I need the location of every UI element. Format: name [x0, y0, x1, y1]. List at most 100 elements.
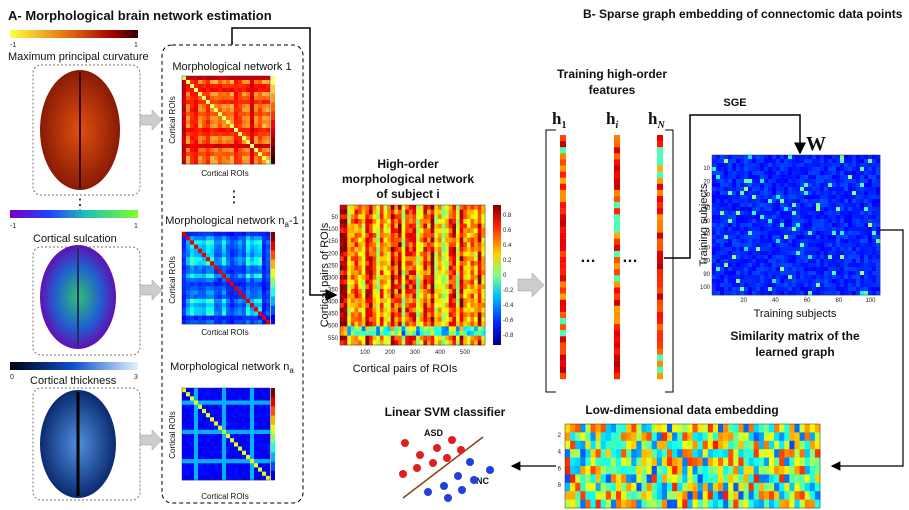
heatmap-cell [218, 76, 222, 80]
heatmap-cell [250, 257, 254, 261]
heatmap-cell [820, 163, 824, 167]
heatmap-cell [420, 219, 424, 224]
heatmap-cell [194, 295, 198, 299]
heatmap-cell [844, 287, 848, 291]
heatmap-cell [190, 388, 194, 392]
heatmap-cell [852, 239, 856, 243]
heatmap-cell [768, 179, 772, 183]
heatmap-cell [258, 160, 262, 164]
heatmap-cell [380, 224, 384, 229]
heatmap-cell [340, 284, 344, 289]
heatmap-cell [703, 424, 708, 433]
heatmap-cell [788, 207, 792, 211]
heatmap-cell [876, 255, 880, 259]
heatmap-cell [471, 289, 475, 294]
heatmap-cell [445, 298, 449, 303]
heatmap-cell [768, 187, 772, 191]
heatmap-cell [362, 224, 366, 229]
heatmap-cell [182, 405, 186, 409]
feature-cell [560, 324, 566, 330]
heatmap-cell [347, 326, 351, 331]
heatmap-cell [718, 491, 723, 500]
feature-cell [614, 367, 620, 373]
heatmap-cell [474, 270, 478, 275]
heatmap-cell [481, 284, 485, 289]
heatmap-cell [355, 247, 359, 252]
heatmap-cell [258, 232, 262, 236]
heatmap-cell [190, 405, 194, 409]
heatmap-cell [182, 476, 186, 480]
heatmap-cell [840, 227, 844, 231]
heatmap-cell [402, 256, 406, 261]
heatmap-cell [246, 455, 250, 459]
heatmap-cell [250, 240, 254, 244]
heatmap-cell [423, 317, 427, 322]
heatmap-cell [434, 252, 438, 257]
heatmap-cell [423, 331, 427, 336]
heatmap-cell [413, 340, 417, 345]
heatmap-cell [810, 483, 815, 492]
heatmap-cell [792, 263, 796, 267]
heatmap-cell [792, 171, 796, 175]
heatmap-cell [856, 243, 860, 247]
heatmap-cell [182, 291, 186, 295]
heatmap-cell [474, 326, 478, 331]
heatmap-cell [860, 219, 864, 223]
heatmap-cell [728, 239, 732, 243]
heatmap-cell [380, 322, 384, 327]
heatmap-cell [848, 239, 852, 243]
heatmap-cell [442, 280, 446, 285]
heatmap-cell [732, 259, 736, 263]
heatmap-cell [445, 294, 449, 299]
heatmap-cell [452, 238, 456, 243]
heatmap-cell [703, 432, 708, 441]
heatmap-cell [373, 294, 377, 299]
heatmap-cell [712, 163, 716, 167]
class-point [443, 454, 451, 462]
heatmap-cell [369, 303, 373, 308]
heatmap-cell [693, 449, 698, 458]
heatmap-cell [832, 211, 836, 215]
heatmap-cell [844, 159, 848, 163]
heatmap-cell [456, 205, 460, 210]
heatmap-cell [254, 388, 258, 392]
heatmap-cell [621, 500, 626, 509]
heatmap-cell [693, 483, 698, 492]
heatmap-cell [206, 156, 210, 160]
heatmap-cell [796, 215, 800, 219]
heatmap-cell [832, 235, 836, 239]
heatmap-cell [405, 242, 409, 247]
heatmap-cell [222, 144, 226, 148]
heatmap-cell [703, 474, 708, 483]
heatmap-cell [238, 409, 242, 413]
heatmap-cell [391, 275, 395, 280]
heatmap-cell [222, 152, 226, 156]
heatmap-cell [365, 210, 369, 215]
heatmap-cell [218, 124, 222, 128]
heatmap-cell [206, 104, 210, 108]
heatmap-cell [416, 340, 420, 345]
heatmap-cell [234, 392, 238, 396]
heatmap-cell [736, 255, 740, 259]
heatmap-cell [824, 291, 828, 295]
heatmap-cell [481, 289, 485, 294]
heatmap-cell [815, 500, 820, 509]
heatmap-cell [387, 294, 391, 299]
heatmap-cell [420, 289, 424, 294]
heatmap-cell [760, 223, 764, 227]
heatmap-cell [214, 236, 218, 240]
heatmap-cell [242, 311, 246, 315]
heatmap-cell [222, 438, 226, 442]
heatmap-cell [864, 291, 868, 295]
heatmap-cell [756, 191, 760, 195]
heatmap-cell [460, 270, 464, 275]
heatmap-cell [764, 211, 768, 215]
heatmap-cell [764, 223, 768, 227]
feature-cell [560, 220, 566, 226]
heatmap-cell [611, 441, 616, 450]
heatmap-cell [779, 491, 784, 500]
heatmap-cell [413, 238, 417, 243]
heatmap-cell [391, 233, 395, 238]
heatmap-cell [449, 336, 453, 341]
heatmap-cell [246, 249, 250, 253]
